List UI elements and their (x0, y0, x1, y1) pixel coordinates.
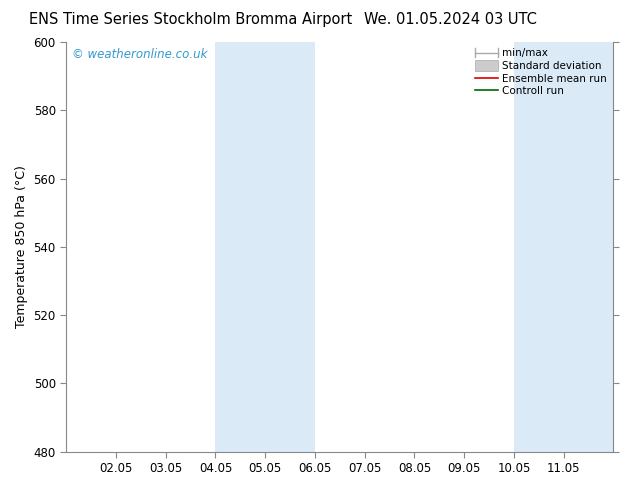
Text: ENS Time Series Stockholm Bromma Airport: ENS Time Series Stockholm Bromma Airport (29, 12, 352, 27)
Y-axis label: Temperature 850 hPa (°C): Temperature 850 hPa (°C) (15, 166, 28, 328)
Text: We. 01.05.2024 03 UTC: We. 01.05.2024 03 UTC (364, 12, 536, 27)
Bar (216, 42, 315, 452)
Bar (514, 42, 614, 452)
Legend: min/max, Standard deviation, Ensemble mean run, Controll run: min/max, Standard deviation, Ensemble me… (471, 44, 611, 100)
Text: © weatheronline.co.uk: © weatheronline.co.uk (72, 48, 207, 61)
